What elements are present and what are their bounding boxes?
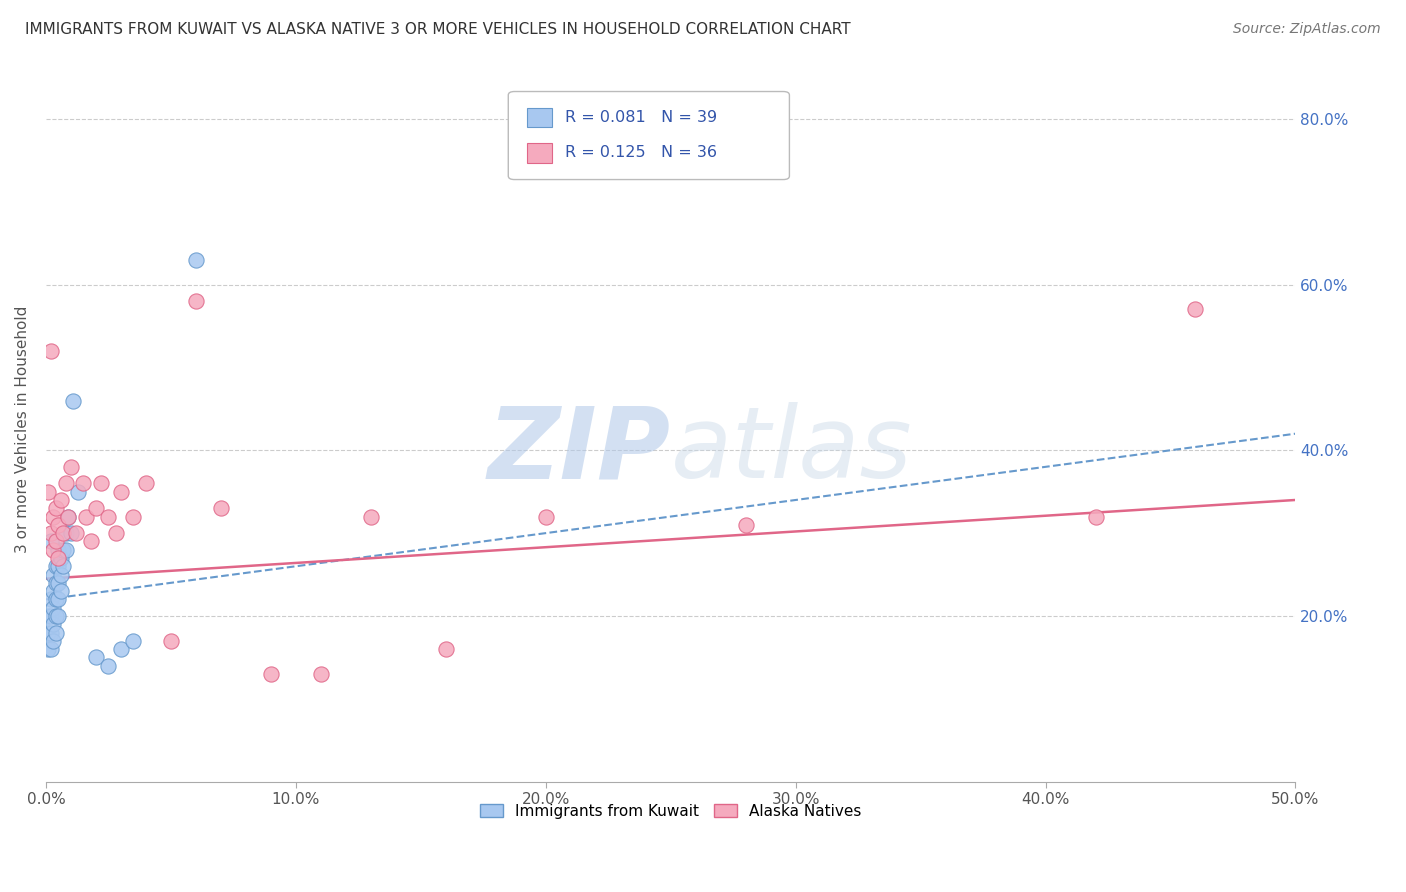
Point: [49, 584, 72, 599]
Point: [110, 642, 132, 657]
Text: IMMIGRANTS FROM KUWAIT VS ALASKA NATIVE 3 OR MORE VEHICLES IN HOUSEHOLD CORRELAT: IMMIGRANTS FROM KUWAIT VS ALASKA NATIVE …: [25, 22, 851, 37]
Point: [48, 559, 70, 574]
Point: [45, 609, 67, 624]
Point: [309, 667, 332, 681]
Point: [49, 567, 72, 582]
Point: [160, 633, 183, 648]
Point: [90, 476, 112, 491]
Point: [122, 633, 145, 648]
Text: ZIP: ZIP: [488, 402, 671, 500]
Point: [58, 509, 80, 524]
FancyBboxPatch shape: [527, 108, 553, 128]
FancyBboxPatch shape: [509, 92, 789, 179]
Point: [45, 592, 67, 607]
Point: [37, 484, 59, 499]
Point: [80, 534, 103, 549]
Point: [84, 501, 107, 516]
Point: [122, 509, 145, 524]
Point: [72, 476, 94, 491]
Point: [39, 609, 62, 624]
Point: [184, 252, 207, 267]
Point: [135, 476, 157, 491]
Point: [45, 534, 67, 549]
Point: [45, 559, 67, 574]
Point: [52, 559, 75, 574]
Y-axis label: 3 or more Vehicles in Household: 3 or more Vehicles in Household: [15, 306, 30, 553]
Point: [48, 551, 70, 566]
Point: [42, 567, 65, 582]
FancyBboxPatch shape: [527, 143, 553, 162]
Point: [59, 526, 82, 541]
Point: [48, 517, 70, 532]
Point: [184, 294, 207, 309]
Point: [42, 509, 65, 524]
Point: [39, 642, 62, 657]
Point: [42, 617, 65, 632]
Point: [59, 459, 82, 474]
Point: [84, 650, 107, 665]
Point: [37, 609, 59, 624]
Point: [48, 609, 70, 624]
Point: [55, 542, 77, 557]
Point: [260, 667, 283, 681]
Point: [39, 625, 62, 640]
Point: [39, 592, 62, 607]
Point: [37, 625, 59, 640]
Point: [49, 551, 72, 566]
Point: [75, 509, 97, 524]
Point: [209, 501, 232, 516]
Point: [42, 633, 65, 648]
Point: [48, 542, 70, 557]
Point: [65, 526, 87, 541]
Point: [104, 526, 127, 541]
Point: [39, 526, 62, 541]
Point: [45, 501, 67, 516]
Point: [55, 476, 77, 491]
Point: [52, 542, 75, 557]
Text: Source: ZipAtlas.com: Source: ZipAtlas.com: [1233, 22, 1381, 37]
Point: [58, 509, 80, 524]
Point: [49, 493, 72, 508]
Point: [48, 575, 70, 590]
Point: [45, 625, 67, 640]
Point: [360, 509, 382, 524]
Point: [45, 575, 67, 590]
Point: [434, 642, 457, 657]
Point: [42, 600, 65, 615]
Point: [97, 509, 120, 524]
Legend: Immigrants from Kuwait, Alaska Natives: Immigrants from Kuwait, Alaska Natives: [474, 797, 868, 825]
Text: R = 0.081   N = 39: R = 0.081 N = 39: [565, 110, 717, 125]
Point: [52, 526, 75, 541]
Point: [97, 658, 120, 673]
Point: [534, 509, 557, 524]
Point: [39, 534, 62, 549]
Point: [55, 526, 77, 541]
Point: [67, 484, 90, 499]
Point: [1184, 302, 1206, 317]
Point: [37, 642, 59, 657]
Point: [48, 592, 70, 607]
Text: R = 0.125   N = 36: R = 0.125 N = 36: [565, 145, 717, 161]
Point: [1084, 509, 1107, 524]
Point: [42, 584, 65, 599]
Point: [110, 484, 132, 499]
Point: [734, 517, 756, 532]
Point: [62, 393, 84, 408]
Point: [42, 542, 65, 557]
Point: [39, 343, 62, 358]
Text: atlas: atlas: [671, 402, 912, 500]
